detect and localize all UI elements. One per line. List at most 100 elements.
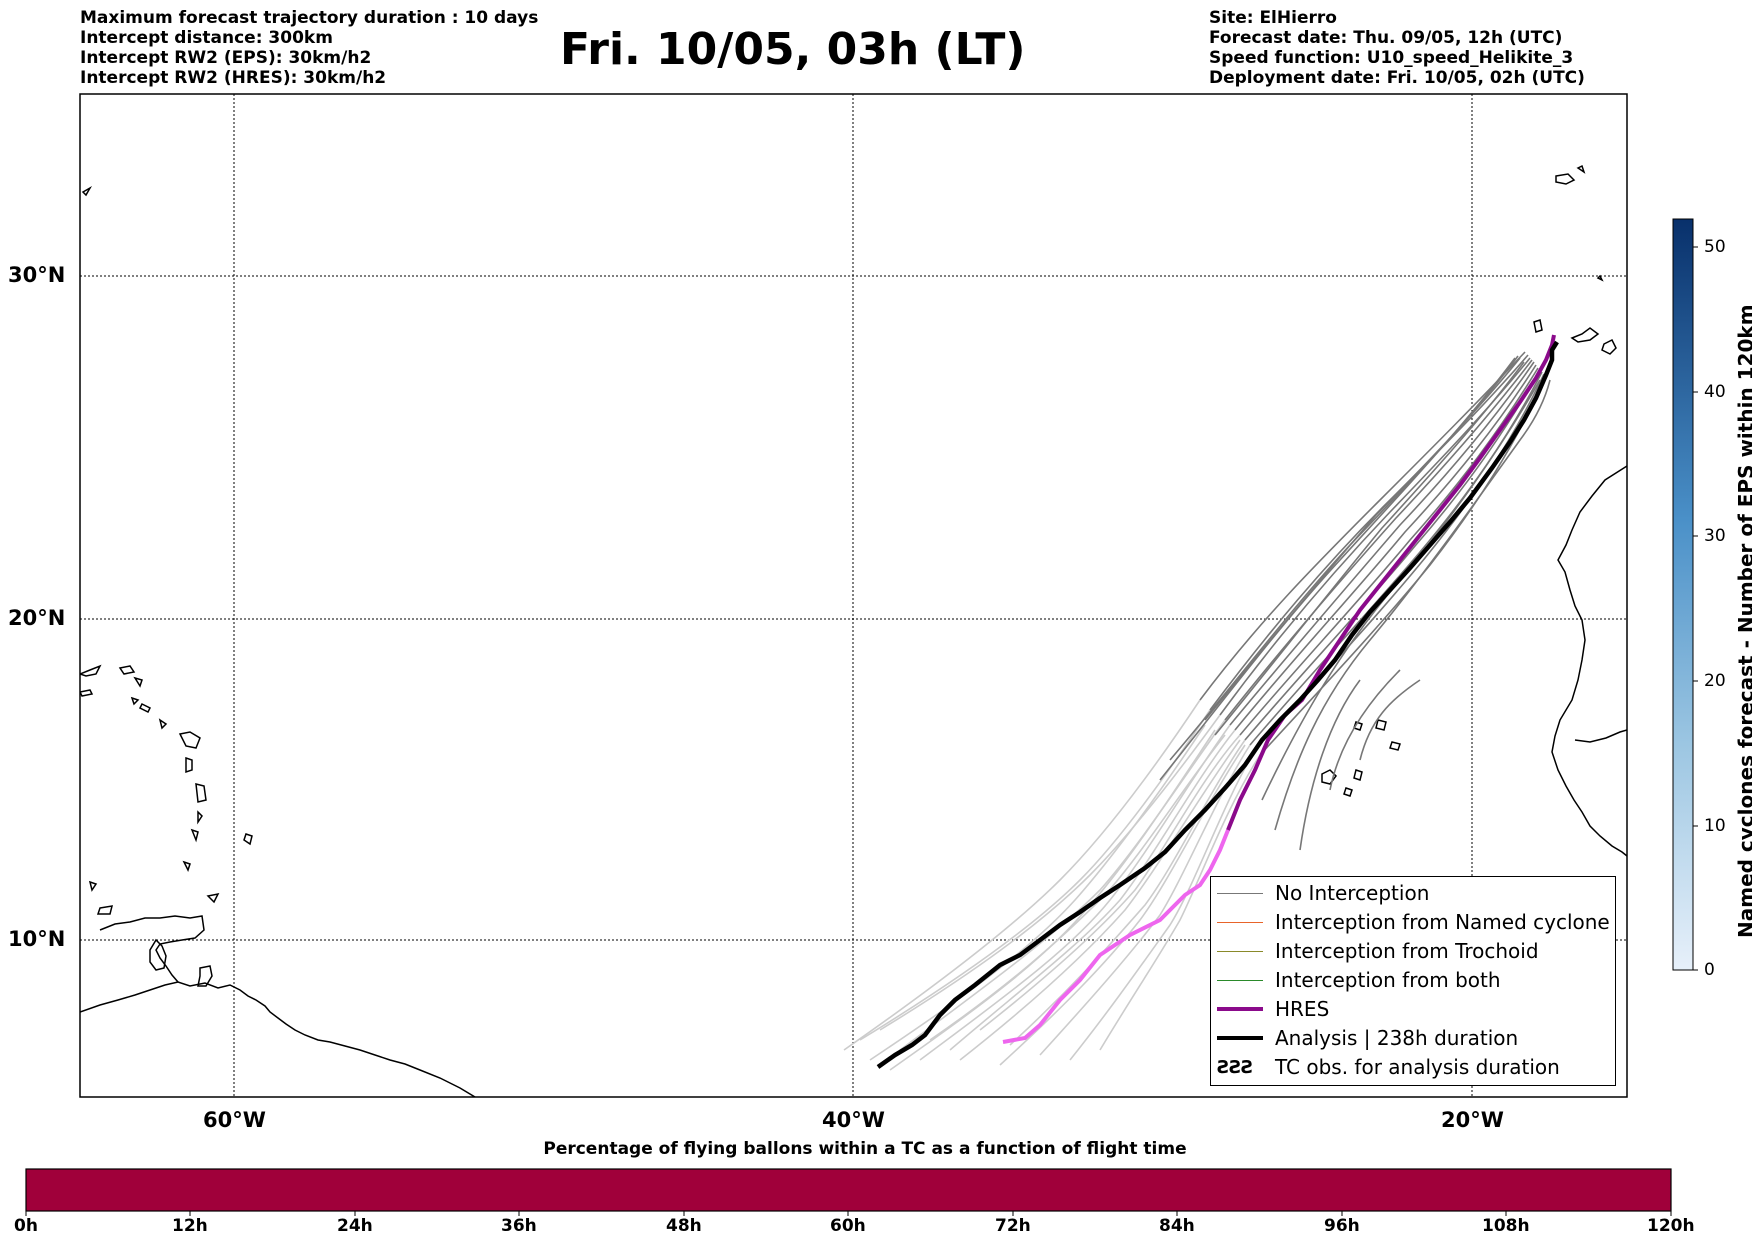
island-antilles-2 xyxy=(130,696,140,706)
island-curacao xyxy=(96,905,114,915)
legend-item-analysis: Analysis | 238h duration xyxy=(1217,1024,1518,1052)
colorbar-tick-10: 10 xyxy=(1704,816,1726,836)
coast-africa-senegal xyxy=(1574,729,1627,743)
island-antilles-3 xyxy=(138,702,152,714)
time-tick-0h: 0h xyxy=(14,1216,38,1236)
ensemble-trajectories-light xyxy=(843,699,1261,1071)
time-percentage-bar xyxy=(25,1168,1672,1212)
legend-item-named-cyclone: Interception from Named cyclone xyxy=(1217,908,1610,936)
legend-swatch xyxy=(1217,892,1263,894)
island-canary-1 xyxy=(1570,327,1600,343)
legend-item-both: Interception from both xyxy=(1217,966,1501,994)
island-tobago xyxy=(206,892,220,904)
header-left: Maximum forecast trajectory duration : 1… xyxy=(80,8,538,88)
legend-label: TC obs. for analysis duration xyxy=(1275,1055,1560,1079)
colorbar-tick-20: 20 xyxy=(1704,671,1726,691)
island-antilles-1 xyxy=(133,676,143,688)
colorbar-tick-0: 0 xyxy=(1704,960,1715,980)
hres-trajectory-light xyxy=(1002,829,1230,1044)
lon-label-40w: 40°W xyxy=(822,1108,885,1132)
island-guadeloupe xyxy=(178,731,201,749)
legend-swatch xyxy=(1217,921,1263,923)
time-tick-96h: 96h xyxy=(1324,1216,1360,1236)
island-trinidad xyxy=(197,965,213,987)
cyclone-symbol-icon: ƧƧƧ xyxy=(1217,1056,1254,1078)
colorbar-tick-40: 40 xyxy=(1704,382,1726,402)
coast-south-america xyxy=(80,981,476,1097)
colorbar-label: Named cyclones forecast - Number of EPS … xyxy=(1734,304,1752,938)
island-cape-verde-3 xyxy=(1389,741,1401,751)
time-bar-ticks xyxy=(25,1211,1672,1216)
header-left-line: Maximum forecast trajectory duration : 1… xyxy=(80,8,539,28)
legend-label: Analysis | 238h duration xyxy=(1275,1026,1519,1050)
coast-venezuela xyxy=(99,915,205,983)
island-antilles-4 xyxy=(158,718,168,730)
lat-label-20n: 20°N xyxy=(8,606,66,630)
lat-label-30n: 30°N xyxy=(8,263,66,287)
header-right-line: Speed function: U10_speed_Helikite_3 xyxy=(1209,48,1574,68)
island-martinique xyxy=(195,783,207,803)
time-tick-48h: 48h xyxy=(666,1216,702,1236)
island-bermuda xyxy=(81,185,93,197)
map-frame xyxy=(79,93,1628,1098)
header-right-line: Forecast date: Thu. 09/05, 12h (UTC) xyxy=(1209,28,1563,48)
ensemble-trajectories-dark xyxy=(1159,351,1551,851)
legend-label: HRES xyxy=(1275,997,1330,1021)
legend-label: Interception from Named cyclone xyxy=(1275,910,1610,934)
time-tick-12h: 12h xyxy=(172,1216,208,1236)
colorbar-tick-30: 30 xyxy=(1704,526,1726,546)
coast-west-africa xyxy=(1551,465,1627,857)
legend-label: Interception from both xyxy=(1275,968,1501,992)
time-tick-36h: 36h xyxy=(501,1216,537,1236)
time-tick-72h: 72h xyxy=(995,1216,1031,1236)
time-tick-84h: 84h xyxy=(1159,1216,1195,1236)
legend-item-tc-obs: ƧƧƧ TC obs. for analysis duration xyxy=(1217,1053,1560,1081)
legend-item-hres: HRES xyxy=(1217,995,1329,1023)
header-right-line: Deployment date: Fri. 10/05, 02h (UTC) xyxy=(1209,68,1585,88)
island-dominica xyxy=(185,756,193,774)
legend-item-trochoid: Interception from Trochoid xyxy=(1217,937,1539,965)
legend-swatch xyxy=(1217,979,1263,981)
island-barbados xyxy=(243,833,253,846)
island-puerto-rico xyxy=(118,665,136,675)
legend-item-no-interception: No Interception xyxy=(1217,879,1429,907)
legend-label: Interception from Trochoid xyxy=(1275,939,1539,963)
header-left-line: Intercept distance: 300km xyxy=(80,28,333,48)
lon-label-20w: 20°W xyxy=(1441,1108,1504,1132)
island-hispaniola xyxy=(80,689,94,697)
time-bar-caption: Percentage of flying ballons within a TC… xyxy=(543,1139,1187,1159)
coastlines xyxy=(80,164,1627,1097)
eps-colorbar-ticks xyxy=(1693,246,1698,971)
legend-swatch xyxy=(1217,950,1263,952)
island-madeira xyxy=(1555,173,1576,185)
island-grenada xyxy=(182,860,191,872)
island-cape-verde-4 xyxy=(1353,769,1363,781)
lon-label-60w: 60°W xyxy=(203,1108,266,1132)
legend: No Interception Interception from Named … xyxy=(1210,876,1616,1086)
legend-swatch xyxy=(1217,1007,1263,1011)
lat-label-10n: 10°N xyxy=(8,927,66,951)
legend-swatch xyxy=(1217,1036,1263,1040)
island-st-lucia xyxy=(197,810,203,825)
hres-trajectory xyxy=(1226,334,1556,831)
island-cape-verde-2 xyxy=(1375,719,1387,731)
coast-venezuela-lake xyxy=(149,938,167,971)
island-st-vincent xyxy=(190,828,199,843)
header-left-line: Intercept RW2 (HRES): 30km/h2 xyxy=(80,68,387,88)
eps-colorbar xyxy=(1672,218,1694,971)
header-right-line: Site: ElHierro xyxy=(1209,8,1337,28)
time-tick-120h: 120h xyxy=(1647,1216,1695,1236)
island-cuba-west xyxy=(80,664,102,677)
colorbar-tick-50: 50 xyxy=(1704,237,1726,257)
time-tick-108h: 108h xyxy=(1482,1216,1530,1236)
island-canary-2 xyxy=(1601,338,1617,355)
time-tick-24h: 24h xyxy=(337,1216,373,1236)
island-cape-verde-6 xyxy=(1343,787,1353,797)
island-selvagens xyxy=(1596,274,1604,282)
header-right: Site: ElHierro Forecast date: Thu. 09/05… xyxy=(1209,8,1585,88)
island-madeira-2 xyxy=(1576,164,1586,174)
island-canary-3 xyxy=(1533,319,1543,333)
time-tick-60h: 60h xyxy=(830,1216,866,1236)
analysis-trajectory xyxy=(876,340,1559,1069)
